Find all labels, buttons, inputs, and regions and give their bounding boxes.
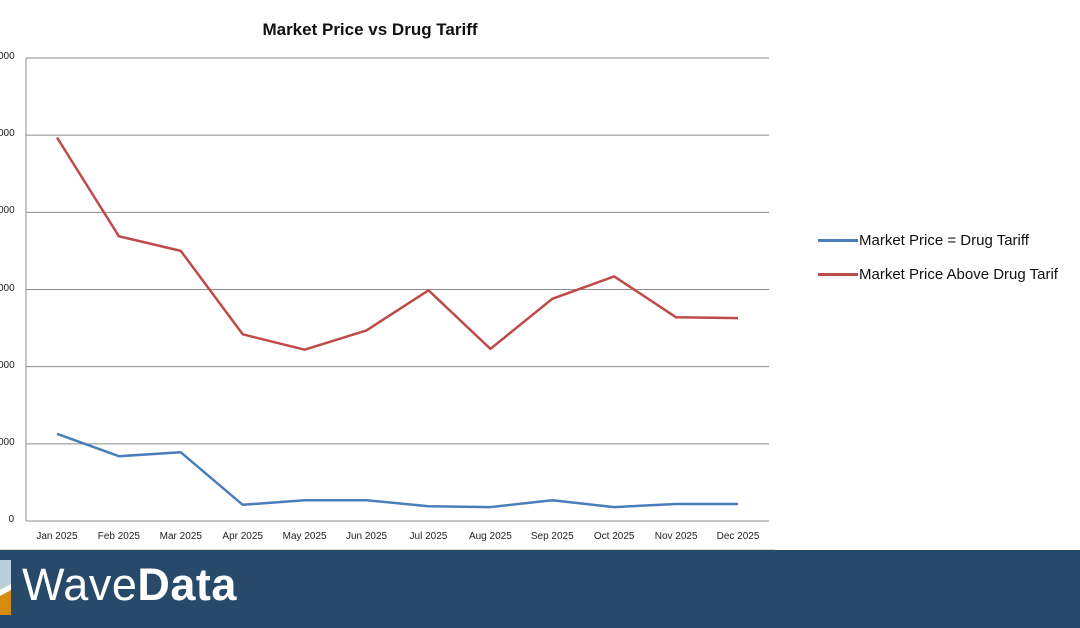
legend-swatch-red-icon bbox=[818, 273, 858, 276]
legend-item-tariff: Market Price = Drug Tariff bbox=[818, 228, 1058, 253]
chart-area: Market Price vs Drug Tariff 0 000 000 000 00… bbox=[0, 20, 775, 550]
x-tick-label: May 2025 bbox=[282, 531, 327, 542]
x-tick-label: Feb 2025 bbox=[97, 531, 140, 542]
legend: Market Price = Drug Tariff Market Price … bbox=[818, 228, 1058, 296]
x-tick-label: Aug 2025 bbox=[468, 531, 512, 542]
x-tick-label: Jan 2025 bbox=[36, 531, 78, 542]
x-tick-label: Oct 2025 bbox=[593, 531, 635, 542]
legend-swatch-blue-icon bbox=[818, 239, 858, 242]
x-tick-label: Nov 2025 bbox=[654, 531, 698, 542]
x-tick-label: Jul 2025 bbox=[409, 531, 448, 542]
legend-item-above-tariff: Market Price Above Drug Tarif bbox=[818, 262, 1058, 287]
y-tick-label: 000 bbox=[0, 205, 15, 217]
y-tick-label: 000 bbox=[0, 282, 15, 294]
legend-label: Market Price = Drug Tariff bbox=[859, 232, 1029, 249]
legend-label: Market Price Above Drug Tarif bbox=[859, 266, 1058, 283]
x-tick-label: Mar 2025 bbox=[159, 531, 202, 542]
series-line-1 bbox=[55, 136, 739, 351]
x-tick-label: Apr 2025 bbox=[222, 531, 263, 542]
y-tick-label: 000 bbox=[0, 359, 15, 371]
plot-area bbox=[25, 57, 769, 522]
y-tick-label: 000 bbox=[0, 436, 15, 448]
series-line-0 bbox=[56, 432, 738, 509]
x-tick-label: Dec 2025 bbox=[716, 531, 760, 542]
y-tick-label: 0 bbox=[8, 514, 14, 525]
wavedata-logo-text: WaveData bbox=[22, 559, 237, 610]
y-tick-label: 000 bbox=[0, 51, 15, 62]
chart-title: Market Price vs Drug Tariff bbox=[262, 20, 478, 39]
footer-banner: WaveData bbox=[0, 550, 1080, 628]
x-tick-label: Jun 2025 bbox=[345, 531, 388, 542]
wavedata-logo-icon bbox=[0, 560, 11, 615]
x-tick-label: Sep 2025 bbox=[530, 531, 574, 542]
y-tick-label: 000 bbox=[0, 128, 15, 140]
